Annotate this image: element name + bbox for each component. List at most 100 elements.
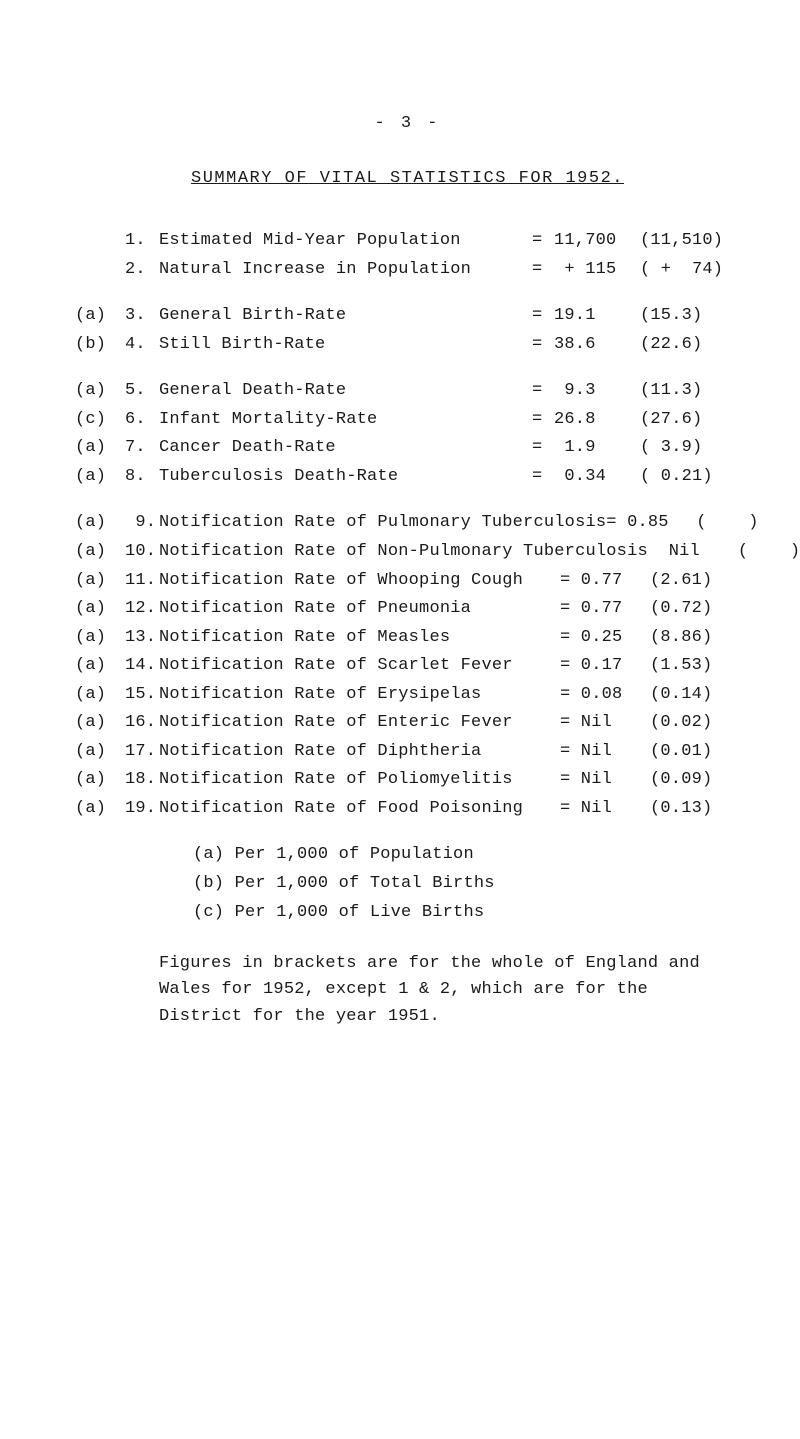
row-desc: General Death-Rate <box>159 377 532 406</box>
stat-row: (a) 13. Notification Rate of Measles = 0… <box>75 624 740 653</box>
row-number: 3. <box>125 302 159 331</box>
stat-row: (c) 6. Infant Mortality-Rate = 26.8 (27.… <box>75 406 740 435</box>
row-number: 9. <box>125 509 159 538</box>
row-desc: Cancer Death-Rate <box>159 434 532 463</box>
stat-row: (a) 18. Notification Rate of Poliomyelit… <box>75 766 740 795</box>
row-desc: Notification Rate of Poliomyelitis <box>159 766 560 795</box>
row-desc: Notification Rate of Diphtheria <box>159 738 560 767</box>
row-value: 38.6 <box>554 331 634 360</box>
row-number: 13. <box>125 624 159 653</box>
row-value: = 0.08 <box>560 681 650 710</box>
row-number: 18. <box>125 766 159 795</box>
stats-group-3: (a) 5. General Death-Rate = 9.3 (11.3) (… <box>75 377 740 491</box>
row-bracket: ( ) <box>738 538 800 567</box>
row-bracket: (8.86) <box>650 624 740 653</box>
row-desc: Notification Rate of Whooping Cough <box>159 567 560 596</box>
row-value: = Nil <box>560 709 650 738</box>
row-value: = Nil <box>560 738 650 767</box>
stats-group-1: 1. Estimated Mid-Year Population = 11,70… <box>75 227 740 284</box>
row-value: 0.34 <box>554 463 634 492</box>
row-bracket: ( 3.9) <box>634 434 740 463</box>
stat-row: (a) 3. General Birth-Rate = 19.1 (15.3) <box>75 302 740 331</box>
row-desc: Tuberculosis Death-Rate <box>159 463 532 492</box>
footnotes: (a) Per 1,000 of Population (b) Per 1,00… <box>193 841 740 927</box>
row-bracket: (0.01) <box>650 738 740 767</box>
stat-row: (a) 11. Notification Rate of Whooping Co… <box>75 567 740 596</box>
row-number: 17. <box>125 738 159 767</box>
row-number: 8. <box>125 463 159 492</box>
stat-row: (a) 9. Notification Rate of Pulmonary Tu… <box>75 509 740 538</box>
row-value: = 0.77 <box>560 595 650 624</box>
row-value: = 0.17 <box>560 652 650 681</box>
equals-sign: = <box>532 406 554 435</box>
equals-sign: = <box>532 256 554 285</box>
row-number: 15. <box>125 681 159 710</box>
row-desc: Infant Mortality-Rate <box>159 406 532 435</box>
row-label: (a) <box>75 595 125 624</box>
row-bracket: (27.6) <box>634 406 740 435</box>
explanatory-paragraph: Figures in brackets are for the whole of… <box>159 951 729 1030</box>
row-bracket: (0.72) <box>650 595 740 624</box>
row-bracket: (11.3) <box>634 377 740 406</box>
row-value: = 0.77 <box>560 567 650 596</box>
row-desc: Notification Rate of Measles <box>159 624 560 653</box>
row-number: 12. <box>125 595 159 624</box>
equals-sign: = <box>532 434 554 463</box>
row-desc: Notification Rate of Pulmonary Tuberculo… <box>159 509 606 538</box>
stat-row: 1. Estimated Mid-Year Population = 11,70… <box>75 227 740 256</box>
row-number: 16. <box>125 709 159 738</box>
row-bracket: (0.13) <box>650 795 740 824</box>
row-number: 5. <box>125 377 159 406</box>
row-desc: Notification Rate of Non-Pulmonary Tuber… <box>159 538 648 567</box>
row-number: 14. <box>125 652 159 681</box>
row-value: 26.8 <box>554 406 634 435</box>
row-bracket: (2.61) <box>650 567 740 596</box>
row-bracket: ( + 74) <box>634 256 740 285</box>
row-number: 4. <box>125 331 159 360</box>
page-number: - 3 - <box>75 110 740 139</box>
equals-sign: = <box>532 227 554 256</box>
stat-row: (a) 7. Cancer Death-Rate = 1.9 ( 3.9) <box>75 434 740 463</box>
row-bracket: ( ) <box>696 509 786 538</box>
row-label: (a) <box>75 377 125 406</box>
row-value: 11,700 <box>554 227 634 256</box>
row-desc: Notification Rate of Erysipelas <box>159 681 560 710</box>
row-label: (a) <box>75 463 125 492</box>
stat-row: (a) 12. Notification Rate of Pneumonia =… <box>75 595 740 624</box>
row-bracket: (0.09) <box>650 766 740 795</box>
row-number: 19. <box>125 795 159 824</box>
row-bracket: (0.14) <box>650 681 740 710</box>
row-label: (a) <box>75 509 125 538</box>
row-value: 19.1 <box>554 302 634 331</box>
row-number: 1. <box>125 227 159 256</box>
stat-row: (a) 5. General Death-Rate = 9.3 (11.3) <box>75 377 740 406</box>
row-desc: Notification Rate of Enteric Fever <box>159 709 560 738</box>
row-label: (a) <box>75 567 125 596</box>
row-value: Nil <box>648 538 738 567</box>
stat-row: 2. Natural Increase in Population = + 11… <box>75 256 740 285</box>
stats-group-4: (a) 9. Notification Rate of Pulmonary Tu… <box>75 509 740 823</box>
row-bracket: (0.02) <box>650 709 740 738</box>
row-label: (a) <box>75 709 125 738</box>
stat-row: (a) 17. Notification Rate of Diphtheria … <box>75 738 740 767</box>
row-bracket: (22.6) <box>634 331 740 360</box>
row-desc: General Birth-Rate <box>159 302 532 331</box>
row-label <box>75 227 125 256</box>
row-desc: Notification Rate of Food Poisoning <box>159 795 560 824</box>
row-label: (a) <box>75 302 125 331</box>
row-number: 11. <box>125 567 159 596</box>
row-bracket: (15.3) <box>634 302 740 331</box>
row-value: + 115 <box>554 256 634 285</box>
row-value: = 0.25 <box>560 624 650 653</box>
row-desc: Still Birth-Rate <box>159 331 532 360</box>
row-value: = 0.85 <box>606 509 696 538</box>
row-number: 7. <box>125 434 159 463</box>
footnote-c: (c) Per 1,000 of Live Births <box>193 899 740 928</box>
equals-sign: = <box>532 377 554 406</box>
row-bracket: ( 0.21) <box>634 463 740 492</box>
row-bracket: (11,510) <box>634 227 740 256</box>
row-label: (a) <box>75 766 125 795</box>
row-label: (a) <box>75 681 125 710</box>
document-title: SUMMARY OF VITAL STATISTICS FOR 1952. <box>75 165 740 194</box>
row-desc: Estimated Mid-Year Population <box>159 227 532 256</box>
